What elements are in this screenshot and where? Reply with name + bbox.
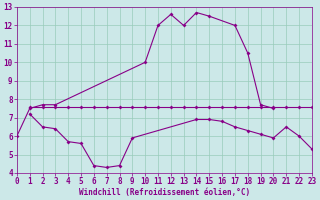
X-axis label: Windchill (Refroidissement éolien,°C): Windchill (Refroidissement éolien,°C)	[79, 188, 250, 197]
